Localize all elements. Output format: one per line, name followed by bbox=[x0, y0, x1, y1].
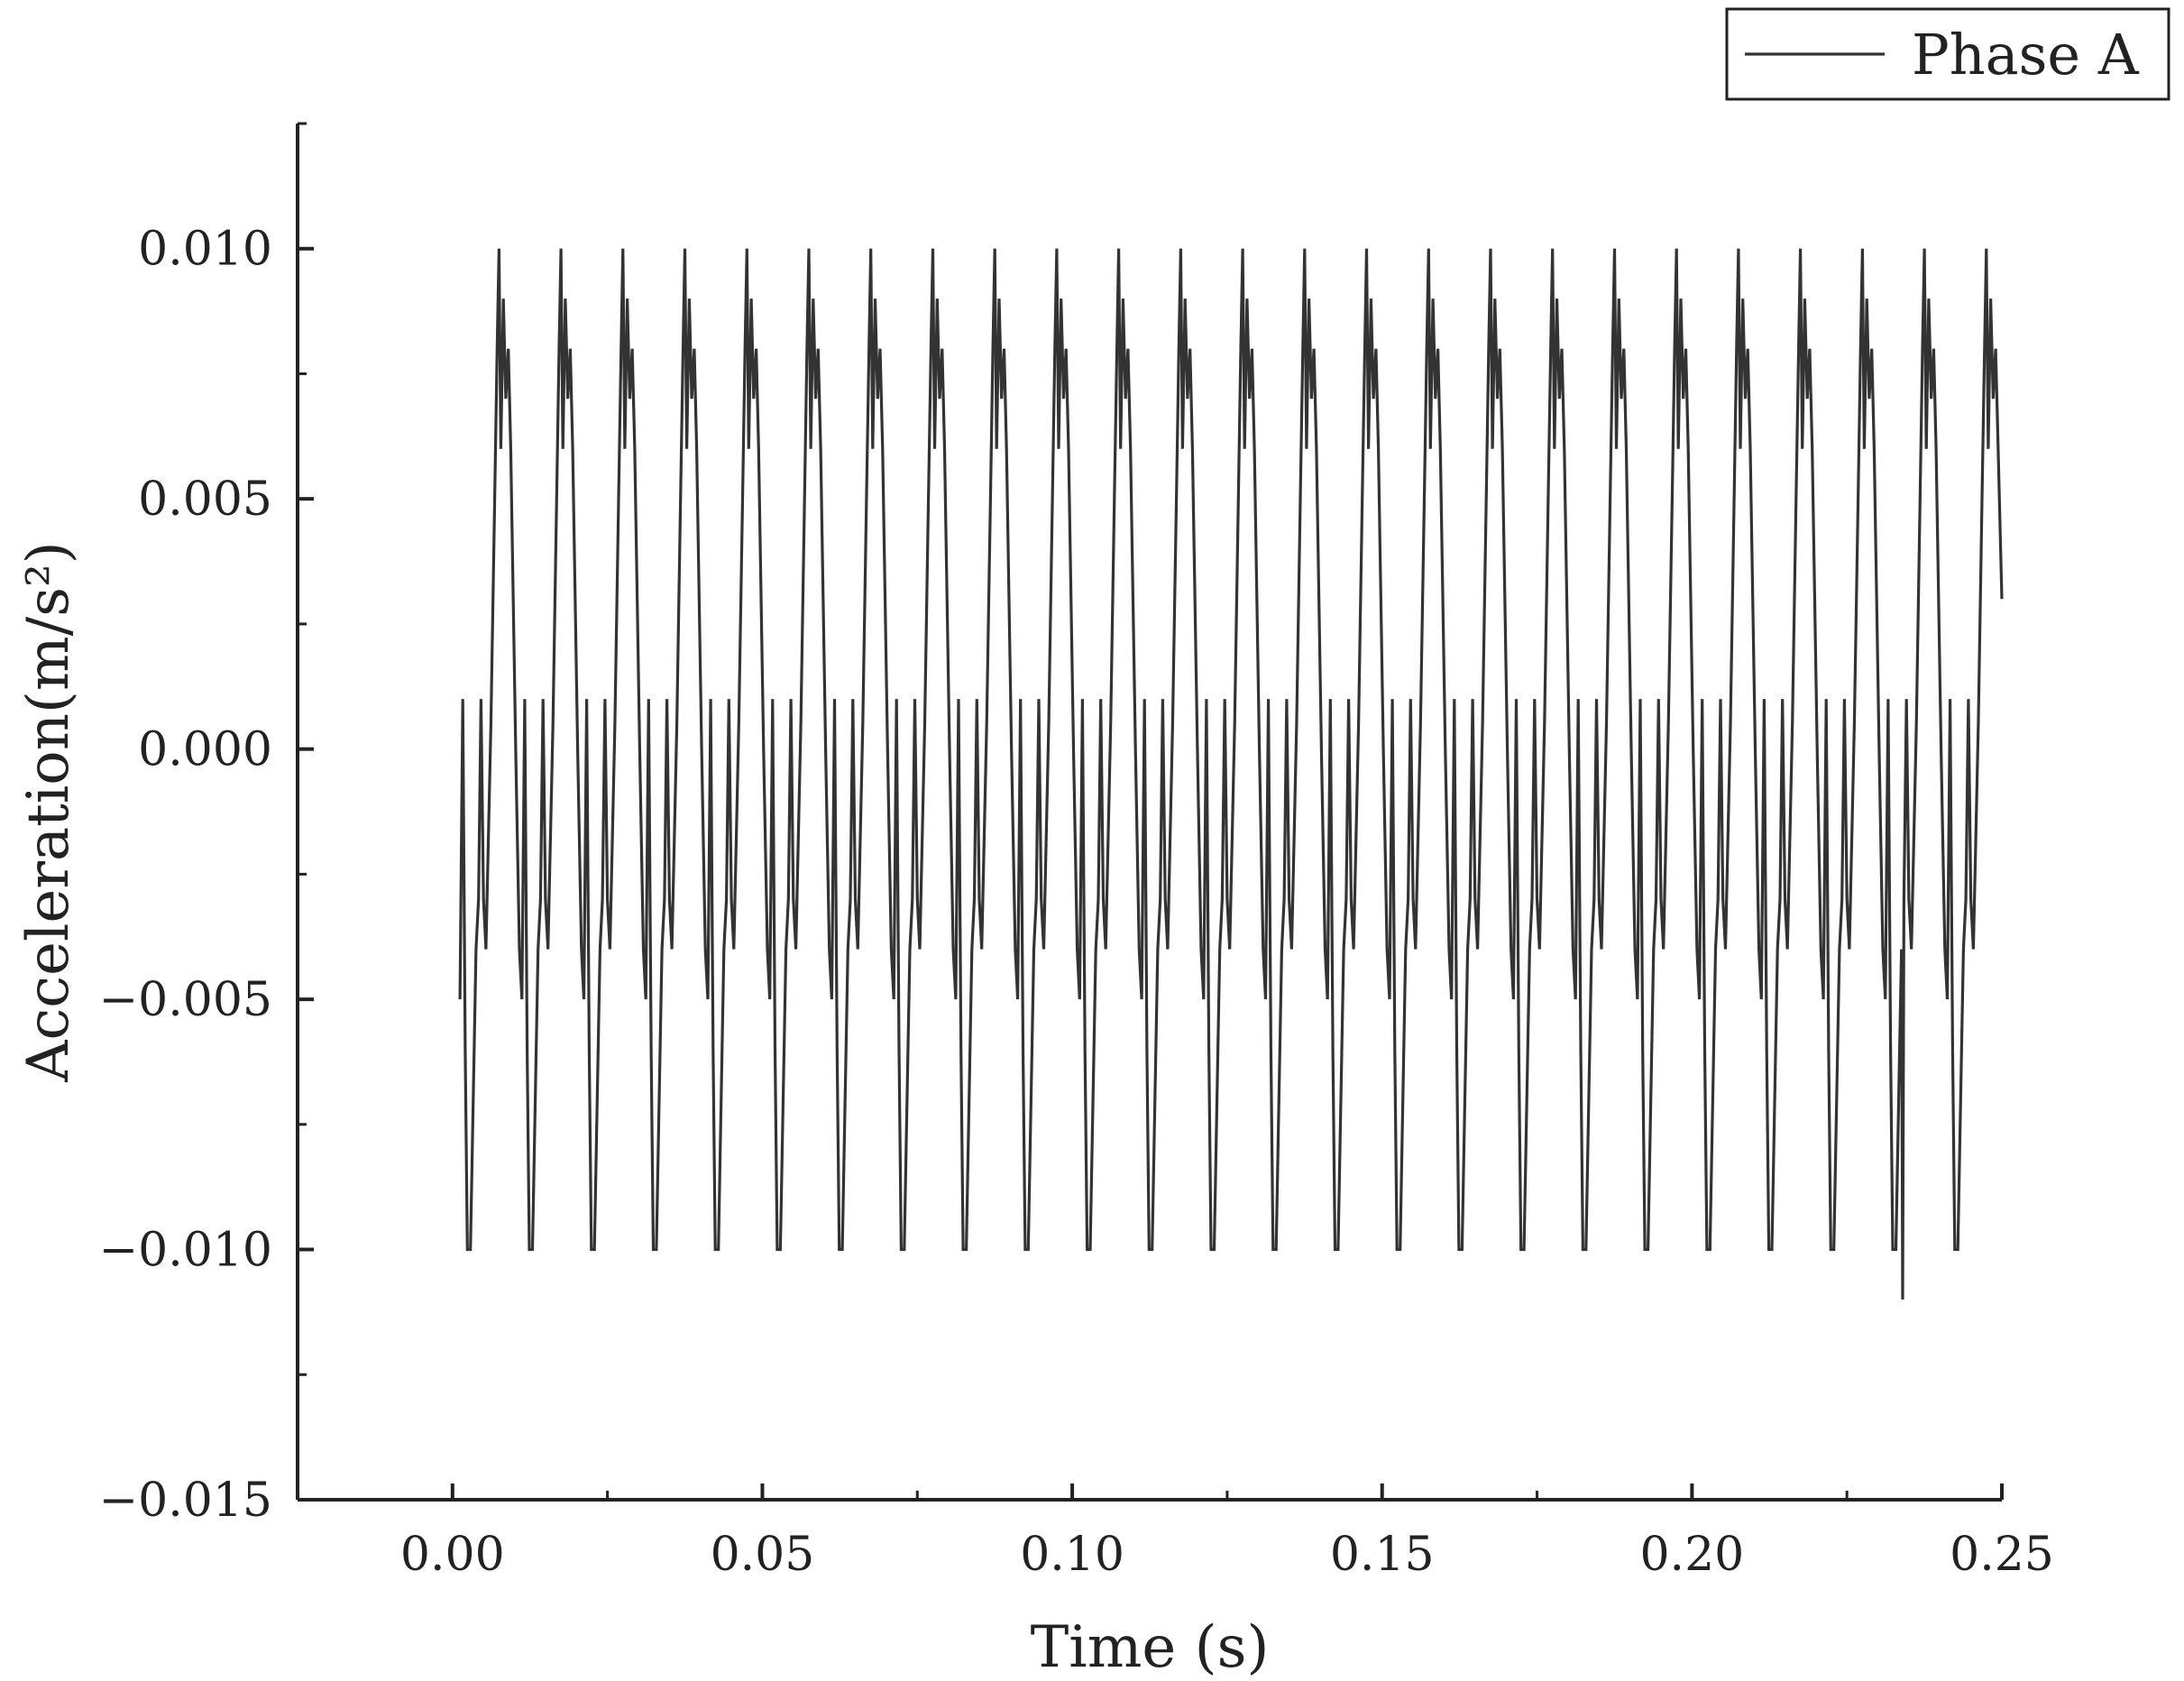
y-tick-label-5: −0.015 bbox=[99, 1474, 272, 1528]
x-tick-label-1: 0.05 bbox=[711, 1528, 815, 1582]
y-axis-title: Acceleration(m/s²) bbox=[15, 541, 82, 1083]
x-axis-title: Time (s) bbox=[1031, 1614, 1270, 1677]
y-tick-label-3: −0.005 bbox=[99, 973, 272, 1027]
legend-label: Phase A bbox=[1912, 22, 2140, 87]
x-tick-label-3: 0.15 bbox=[1330, 1528, 1435, 1582]
x-tick-label-4: 0.20 bbox=[1639, 1528, 1744, 1582]
y-tick-label-0: 0.010 bbox=[138, 223, 272, 277]
y-tick-label-2: 0.000 bbox=[138, 723, 272, 777]
x-tick-label-2: 0.10 bbox=[1020, 1528, 1124, 1582]
series-line-phase-a bbox=[458, 248, 2004, 1300]
y-tick-label-4: −0.010 bbox=[99, 1224, 272, 1278]
x-tick-label-5: 0.25 bbox=[1950, 1528, 2054, 1582]
y-tick-label-1: 0.005 bbox=[138, 473, 272, 527]
x-tick-label-0: 0.00 bbox=[400, 1528, 505, 1582]
